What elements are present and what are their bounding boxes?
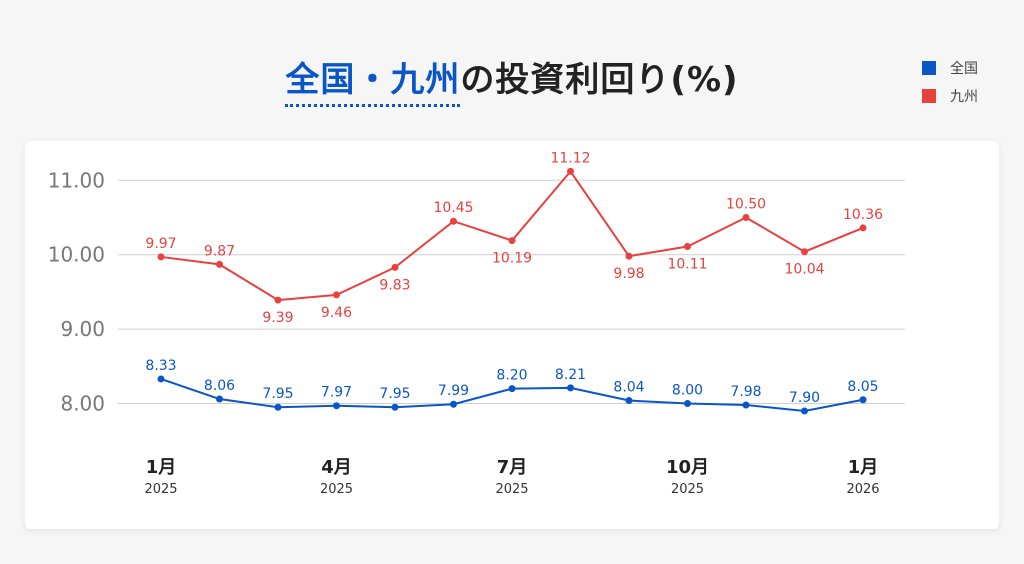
y-tick-label: 10.00 xyxy=(48,243,105,267)
x-tick-month: 10月 xyxy=(666,457,709,478)
x-tick-month: 1月 xyxy=(146,457,177,478)
data-point xyxy=(391,403,399,411)
data-point xyxy=(742,214,750,221)
data-label: 7.98 xyxy=(730,384,761,400)
data-label: 9.98 xyxy=(613,266,644,282)
data-label: 8.05 xyxy=(847,379,878,395)
legend-label: 九州 xyxy=(950,89,978,105)
data-point xyxy=(274,403,282,411)
x-tick-year: 2025 xyxy=(495,482,528,497)
y-tick-label: 8.00 xyxy=(60,392,105,416)
legend-label: 全国 xyxy=(950,61,978,77)
data-label: 9.46 xyxy=(321,305,352,321)
data-label: 8.20 xyxy=(496,368,527,384)
data-label: 10.19 xyxy=(492,251,532,267)
data-label: 10.04 xyxy=(784,262,824,278)
x-tick-year: 2025 xyxy=(144,482,177,497)
data-label: 10.50 xyxy=(726,197,766,213)
x-tick-month: 1月 xyxy=(848,457,879,478)
data-point xyxy=(801,248,808,256)
data-label: 7.90 xyxy=(789,390,820,406)
data-label: 7.99 xyxy=(438,383,469,399)
data-point xyxy=(391,263,399,271)
data-point xyxy=(684,400,691,407)
data-label: 9.39 xyxy=(262,310,293,326)
data-point xyxy=(625,397,633,405)
data-point xyxy=(216,395,223,403)
data-point xyxy=(450,217,457,225)
title-highlight: 全国・九州 xyxy=(285,60,461,107)
data-point xyxy=(216,260,223,268)
data-point xyxy=(801,407,808,415)
data-label: 8.21 xyxy=(555,367,586,383)
data-label: 8.04 xyxy=(613,380,644,396)
data-label: 9.97 xyxy=(145,236,176,252)
x-tick-year: 2025 xyxy=(320,482,353,497)
data-point xyxy=(157,375,165,383)
chart-card xyxy=(25,141,999,529)
data-label: 10.11 xyxy=(667,257,707,273)
data-point xyxy=(333,402,340,410)
data-label: 7.97 xyxy=(321,385,352,401)
data-label: 9.83 xyxy=(379,277,410,293)
data-point xyxy=(567,167,574,175)
x-tick-year: 2025 xyxy=(671,482,704,497)
title-rest: の投資利回り(%) xyxy=(460,60,739,100)
data-point xyxy=(508,385,516,393)
data-point xyxy=(567,384,574,392)
data-label: 9.87 xyxy=(204,243,235,259)
y-tick-label: 11.00 xyxy=(48,168,105,192)
series-line-kyushu xyxy=(160,169,864,302)
data-point xyxy=(742,401,750,409)
data-point xyxy=(625,252,633,260)
data-point xyxy=(684,243,691,251)
legend-swatch-kyushu xyxy=(922,89,936,103)
data-point xyxy=(333,291,340,299)
data-point xyxy=(450,400,457,408)
x-tick-month: 4月 xyxy=(321,457,352,478)
x-tick-month: 7月 xyxy=(497,457,528,478)
data-point xyxy=(508,237,516,245)
legend-item-kyushu: 九州 xyxy=(922,82,978,110)
chart-title: 全国・九州の投資利回り(%) xyxy=(0,52,1024,107)
data-label: 8.00 xyxy=(672,383,703,399)
data-point xyxy=(274,296,282,304)
data-label: 8.06 xyxy=(204,378,235,394)
data-label: 7.95 xyxy=(379,386,410,402)
data-label: 10.36 xyxy=(843,207,883,223)
data-label: 8.33 xyxy=(145,358,176,374)
legend: 全国 九州 xyxy=(922,54,978,110)
y-tick-label: 9.00 xyxy=(60,317,105,341)
legend-swatch-national xyxy=(922,61,936,75)
data-point xyxy=(859,396,867,404)
x-tick-year: 2026 xyxy=(846,482,879,497)
data-label: 10.45 xyxy=(433,200,473,216)
data-label: 11.12 xyxy=(550,150,590,166)
data-label: 7.95 xyxy=(262,386,293,402)
legend-item-national: 全国 xyxy=(922,54,978,82)
data-point xyxy=(859,224,867,232)
data-point xyxy=(157,253,165,261)
